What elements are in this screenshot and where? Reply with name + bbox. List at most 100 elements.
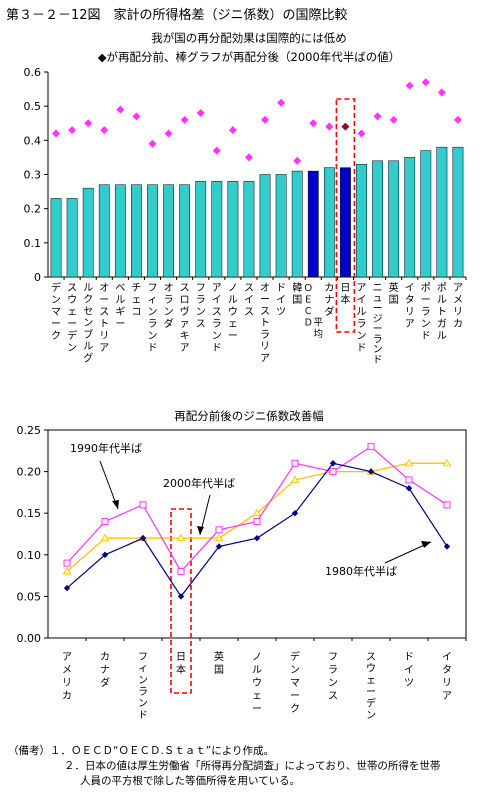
x-label-char: ェ — [131, 295, 141, 306]
x-label-char: 国 — [292, 294, 302, 306]
bar — [307, 170, 319, 278]
x-label-char: イ — [442, 652, 452, 663]
x-label-char: ス — [244, 307, 254, 318]
x-label-char: ア — [260, 353, 270, 364]
x-label-char: ギ — [115, 306, 125, 318]
x-label-char: ラ — [373, 333, 383, 345]
x-label-char: ス — [366, 652, 376, 663]
x-label-char: ス — [244, 283, 254, 294]
x-label-char: 均 — [314, 328, 324, 340]
x-label-char: ア — [357, 283, 367, 294]
label-1980: 1980年代半ば — [325, 564, 397, 578]
bar — [211, 181, 223, 278]
bar — [356, 164, 367, 278]
x-label-char: ー — [51, 319, 61, 330]
x-label-char: ド — [276, 283, 286, 294]
note-2: ２．日本の値は厚生労働省「所得再分配調査」によっており、世帯の所得を世帯 — [64, 760, 441, 772]
point — [177, 567, 185, 575]
arrow-2000-head — [197, 526, 204, 535]
x-label-char: リ — [260, 342, 270, 353]
x-label-char: イ — [357, 295, 367, 306]
x-label-char: ル — [437, 331, 447, 342]
x-label-char: オ — [164, 282, 174, 294]
x-label-char: フ — [328, 652, 338, 663]
plot-frame — [47, 429, 467, 639]
point — [252, 508, 262, 517]
y-tick-label: 0.4 — [24, 134, 42, 147]
x-label-char: ン — [148, 331, 158, 342]
x-label-char: ー — [115, 319, 125, 330]
x-label-char: セ — [83, 305, 93, 317]
x-label-char: ィ — [148, 295, 158, 306]
x-label-char: ン — [196, 307, 206, 318]
x-label-char: マ — [51, 307, 61, 318]
marker-before — [244, 153, 253, 162]
x-label: ドイツ — [276, 283, 286, 318]
x-label-char: Ｄ — [304, 318, 314, 329]
x-label: 日本 — [340, 283, 350, 306]
x-label-char: オ — [99, 282, 109, 294]
x-label-char: ラ — [196, 294, 206, 306]
marker-before — [84, 119, 93, 128]
x-label-char: カ — [100, 651, 110, 663]
x-label-char: ア — [180, 343, 190, 354]
marker-before — [277, 98, 286, 107]
x-label-char: ツ — [404, 678, 414, 689]
y-tick-label: 0.1 — [24, 237, 42, 250]
y-tick-label: 0 — [34, 271, 41, 284]
marker-before — [453, 115, 462, 124]
x-label-char: Ｃ — [304, 306, 314, 317]
x-label-char: ベ — [115, 282, 125, 294]
x-label-char: タ — [442, 664, 452, 676]
bar — [66, 198, 78, 278]
x-label-char: ー — [373, 324, 383, 335]
x-label-char: 国 — [389, 294, 399, 306]
marker-before — [164, 129, 173, 138]
marker-before — [228, 126, 237, 135]
x-label-char: ィ — [138, 664, 148, 675]
point — [215, 543, 223, 550]
x-label-char: Ｅ — [304, 295, 314, 306]
x-label: ドイツ — [404, 652, 414, 689]
x-label-char: ク — [83, 294, 93, 306]
x-label-char: ン — [67, 343, 77, 354]
x-label-char: ル — [228, 295, 238, 306]
marker-before — [180, 115, 189, 124]
x-label-char: ア — [442, 691, 452, 702]
marker-before — [132, 112, 141, 121]
marker-before — [148, 139, 157, 148]
x-label-char: Ｏ — [304, 283, 314, 294]
point — [100, 533, 110, 542]
point — [329, 468, 337, 476]
x-label-char: イ — [212, 295, 222, 306]
x-label-char: 本 — [176, 663, 186, 676]
x-label-char: リ — [442, 678, 452, 689]
arrow-1990-head — [112, 500, 119, 509]
x-label-char: ド — [138, 710, 148, 721]
x-label-char: ス — [212, 307, 222, 318]
x-label-char: カ — [453, 318, 463, 330]
x-label-char: ニ — [373, 283, 383, 294]
marker-before — [68, 126, 77, 135]
x-label-char: ン — [138, 675, 148, 686]
bar-chart: 00.10.20.30.40.50.6デンマークスウェーデンルクセンブルグオース… — [24, 66, 467, 366]
x-label-char: ン — [328, 678, 338, 689]
marker-before — [100, 126, 109, 135]
x-label-char: デ — [366, 697, 376, 710]
x-label-char: ン — [421, 319, 431, 330]
x-label-char: ン — [366, 710, 376, 721]
x-label-char: ス — [260, 306, 270, 317]
x-label-char: ー — [421, 295, 431, 306]
x-label-char: ポ — [421, 282, 431, 294]
point — [443, 501, 451, 509]
x-label-char: ド — [373, 355, 383, 366]
x-label: 日本 — [176, 652, 186, 676]
